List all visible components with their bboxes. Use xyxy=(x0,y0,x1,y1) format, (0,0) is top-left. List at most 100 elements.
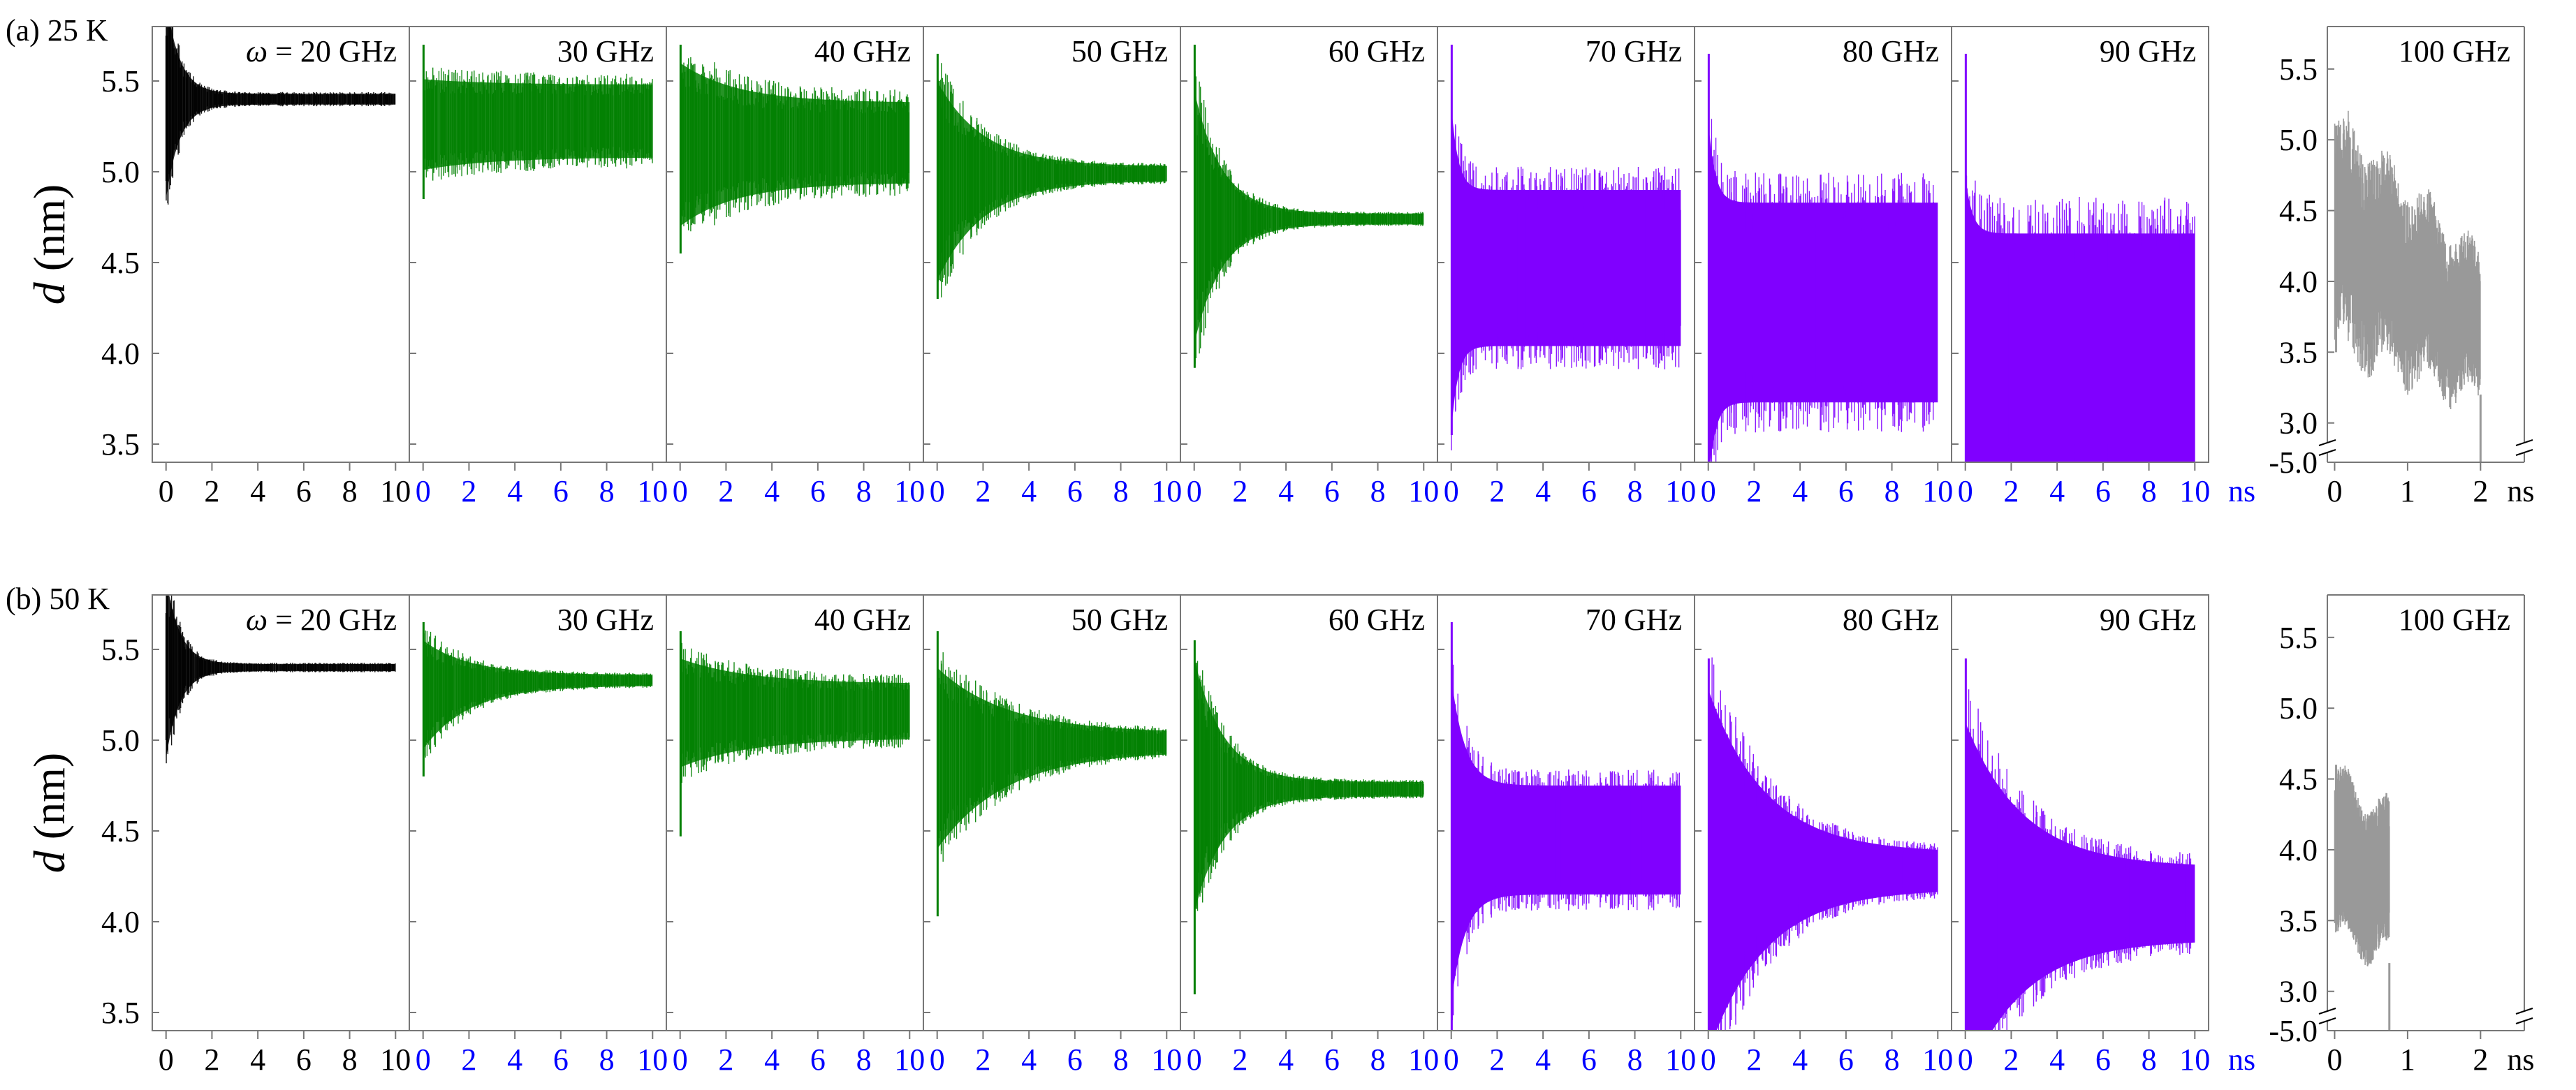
x-tick-label: 6 xyxy=(1838,474,1854,508)
row-b-50K: (b) 50 Kd (nm)3.54.04.55.05.50 2 4 6 8 10ω = … xyxy=(6,582,2534,1077)
x-tick-label: 2 xyxy=(718,1043,733,1077)
x-tick-label: 10 xyxy=(637,1043,668,1077)
x-tick-label: 0 xyxy=(416,474,431,508)
x-tick-label: 2 xyxy=(204,474,219,508)
y-tick-label: 3.5 xyxy=(2279,904,2318,938)
panel-90ghz: 0 2 4 6 8 10 90 GHz xyxy=(1951,26,2210,508)
panel-30ghz: 0 2 4 6 8 10 30 GHz xyxy=(409,26,668,508)
panel-label: 70 GHz xyxy=(1586,603,1682,637)
y-tick-label: 5.5 xyxy=(2279,621,2318,655)
x-tick-label: 6 xyxy=(1324,1043,1340,1077)
x-tick-label: 2 xyxy=(1746,1043,1762,1077)
x-tick-label: 0 xyxy=(1958,1043,1973,1077)
y-tick-label: 4.5 xyxy=(2279,194,2318,228)
y-axis-title: d (nm) xyxy=(24,753,74,873)
x-tick-label: 2 xyxy=(2003,474,2019,508)
x-tick-label: 4 xyxy=(1278,474,1294,508)
x-tick-label: 0 xyxy=(1187,474,1202,508)
axis-break-mark xyxy=(2318,1017,2336,1024)
series-trace xyxy=(1194,661,1424,911)
row-label: (a) 25 K xyxy=(6,13,108,47)
y-tick-label: 4.0 xyxy=(2279,265,2318,299)
x-tick-label: 2 xyxy=(1746,474,1762,508)
panel-50ghz: 0 2 4 6 8 10 50 GHz xyxy=(923,594,1182,1077)
series-trace xyxy=(2334,110,2481,409)
axis-break-mark xyxy=(2515,439,2533,446)
panel-90ghz: 0 2 4 6 8 10 90 GHz xyxy=(1951,594,2210,1077)
y-tick-label: 3.0 xyxy=(2279,406,2318,441)
x-unit-label: ns xyxy=(2228,1043,2255,1077)
x-tick-label: 0 xyxy=(673,1043,688,1077)
panel-20ghz: 0 2 4 6 8 10 ω = 20 GHz xyxy=(152,26,411,508)
series-envelope xyxy=(423,640,653,749)
panel-80ghz: 0 2 4 6 8 10 80 GHz xyxy=(1694,594,1953,1077)
x-tick-label: 2 xyxy=(1232,1043,1247,1077)
x-tick-label: 10 xyxy=(1151,474,1182,508)
y-tick-label: 3.5 xyxy=(2279,335,2318,369)
x-tick-label: 10 xyxy=(1665,474,1696,508)
y-axis-unit: (nm) xyxy=(24,753,74,850)
x-tick-label: 8 xyxy=(1627,474,1643,508)
x-tick-label: 2 xyxy=(975,1043,990,1077)
y-tick-label: 5.5 xyxy=(2279,52,2318,87)
x-tick-label: 0 xyxy=(673,474,688,508)
axis-break-mark xyxy=(2515,449,2533,456)
x-tick-label: 2 xyxy=(2473,474,2488,508)
x-tick-label: 4 xyxy=(1792,474,1808,508)
panel-label: 60 GHz xyxy=(1329,603,1425,637)
x-tick-label: 8 xyxy=(856,1043,872,1077)
x-tick-label: 10 xyxy=(1408,474,1439,508)
panel-label: 60 GHz xyxy=(1329,34,1425,68)
y-tick-label: 3.0 xyxy=(2279,975,2318,1009)
axis-break-mark xyxy=(2318,1008,2336,1015)
x-tick-label: 6 xyxy=(2095,474,2111,508)
x-tick-label: 6 xyxy=(1838,1043,1854,1077)
x-tick-label: 0 xyxy=(416,1043,431,1077)
x-tick-label: 0 xyxy=(930,474,945,508)
panel-50ghz: 0 2 4 6 8 10 50 GHz xyxy=(923,26,1182,508)
y-break-label: -5.0 xyxy=(2269,445,2318,480)
panel-label: 100 GHz xyxy=(2399,603,2510,637)
row-label: (b) 50 K xyxy=(6,582,110,616)
y-tick-label: 5.0 xyxy=(101,155,140,189)
x-tick-label: 0 xyxy=(930,1043,945,1077)
y-axis-symbol: d xyxy=(24,281,74,304)
panel-100ghz: 3.0 3.5 4.0 4.5 5.0 5.5 -5.0 0 1 2 ns 100 GHz xyxy=(2269,594,2534,1077)
x-tick-label: 4 xyxy=(507,1043,522,1077)
series-trace xyxy=(2334,765,2390,966)
x-tick-label: 10 xyxy=(894,1043,925,1077)
panel-frame xyxy=(1951,594,2209,1031)
x-tick-label: 1 xyxy=(2400,474,2415,508)
x-tick-label: 2 xyxy=(461,1043,476,1077)
x-tick-label: 10 xyxy=(2179,474,2210,508)
y-tick-label: 5.0 xyxy=(2279,123,2318,157)
x-tick-label: 8 xyxy=(1885,474,1900,508)
x-tick-label: 0 xyxy=(1444,1043,1459,1077)
panel-frame xyxy=(923,26,1181,463)
x-tick-label: 4 xyxy=(1535,1043,1551,1077)
x-tick-label: 8 xyxy=(599,474,615,508)
x-tick-label: 2 xyxy=(975,474,990,508)
y-tick-label: 4.5 xyxy=(101,814,140,848)
panel-label: ω = 20 GHz xyxy=(246,34,397,68)
x-tick-label: 10 xyxy=(1922,474,1953,508)
x-unit-label: ns xyxy=(2228,474,2255,508)
x-tick-label: 4 xyxy=(764,474,780,508)
panel-label: 80 GHz xyxy=(1843,34,1939,68)
x-tick-label: 0 xyxy=(1701,474,1716,508)
y-tick-label: 3.5 xyxy=(101,427,140,462)
x-tick-label: 0 xyxy=(2327,474,2342,508)
x-tick-label: 8 xyxy=(1113,474,1129,508)
y-tick-label: 3.5 xyxy=(101,996,140,1030)
x-tick-label: 4 xyxy=(2049,1043,2065,1077)
row-a-25K: (a) 25 Kd (nm)3.54.04.55.05.50 2 4 6 8 10ω = … xyxy=(6,13,2534,508)
x-tick-label: 10 xyxy=(1151,1043,1182,1077)
x-tick-label: 8 xyxy=(342,474,358,508)
panel-label: 50 GHz xyxy=(1071,603,1168,637)
panel-frame xyxy=(1951,26,2209,463)
x-tick-label: 4 xyxy=(250,474,265,508)
panel-40ghz: 0 2 4 6 8 10 40 GHz xyxy=(666,26,925,508)
x-tick-label: 4 xyxy=(507,474,522,508)
panel-label: 70 GHz xyxy=(1586,34,1682,68)
